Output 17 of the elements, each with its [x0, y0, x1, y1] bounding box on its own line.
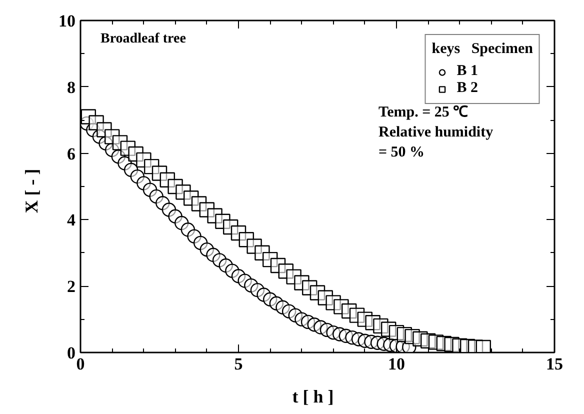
annotation: = 50 %	[378, 144, 425, 160]
y-axis-title: X [ - ]	[22, 168, 42, 214]
x-tick-label: 5	[234, 354, 243, 374]
x-tick-label: 10	[388, 354, 405, 374]
y-tick-label: 4	[67, 210, 76, 230]
y-tick-label: 10	[58, 12, 76, 30]
x-tick-label: 15	[546, 354, 563, 374]
y-tick-label: 8	[67, 78, 76, 97]
annotation: Relative humidity	[378, 124, 494, 140]
legend-label: B 1	[456, 63, 478, 80]
annotation: Temp. = 25 ℃	[378, 104, 468, 120]
y-tick-label: 6	[67, 144, 76, 164]
x-axis-title: t [ h ]	[292, 386, 334, 406]
annotation: Broadleaf tree	[100, 32, 186, 46]
legend-label: B 2	[456, 80, 478, 97]
legend-title: keys Specimen	[432, 41, 533, 58]
y-tick-label: 2	[67, 277, 76, 296]
